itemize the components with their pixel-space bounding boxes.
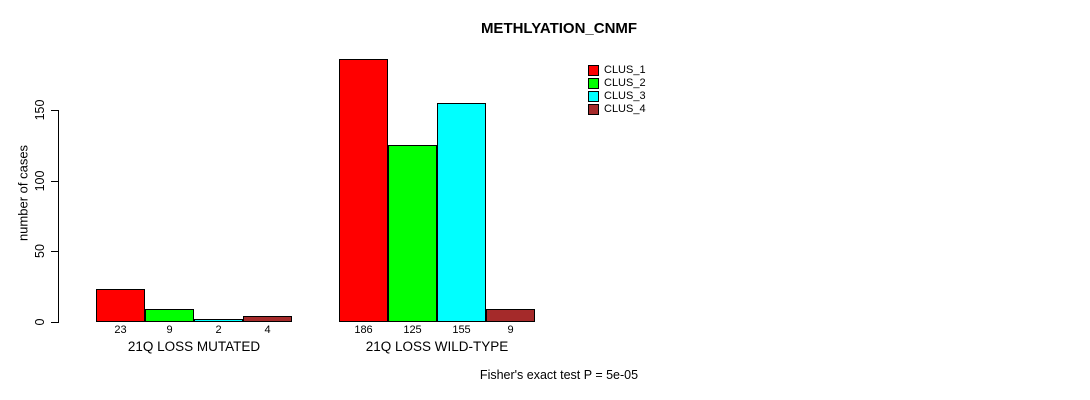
bar-value-label: 125 (403, 324, 422, 336)
bar-clus_3 (437, 103, 486, 322)
legend-item: CLUS_1 (588, 64, 646, 77)
bar-clus_3 (194, 319, 243, 322)
bar-clus_2 (388, 145, 437, 322)
x-category-label: 21Q LOSS MUTATED (127, 339, 261, 354)
y-axis-tick (51, 180, 58, 182)
y-tick-label: 150 (33, 99, 47, 121)
y-tick-label: 50 (33, 244, 47, 259)
legend-swatch-clus_2 (588, 78, 599, 89)
y-axis-tick (51, 322, 58, 323)
bar-value-label: 155 (452, 324, 471, 336)
bar-value-label: 9 (507, 324, 514, 336)
legend-label: CLUS_4 (604, 103, 646, 115)
bar-value-label: 23 (114, 324, 127, 336)
legend-label: CLUS_3 (604, 90, 646, 102)
legend-item: CLUS_4 (588, 103, 646, 116)
legend-swatch-clus_3 (588, 91, 599, 102)
legend-swatch-clus_1 (588, 65, 599, 76)
y-tick-label: 0 (33, 318, 47, 326)
legend-swatch-clus_4 (588, 104, 599, 115)
legend-item: CLUS_2 (588, 77, 646, 90)
y-tick-label: 100 (33, 170, 47, 192)
legend-item: CLUS_3 (588, 90, 646, 103)
bar-value-label: 186 (354, 324, 373, 336)
stat-footnote: Fisher's exact test P = 5e-05 (479, 368, 639, 382)
y-axis-tick (51, 251, 58, 253)
bar-clus_2 (145, 309, 194, 322)
legend-label: CLUS_1 (604, 64, 646, 76)
bar-value-label: 2 (215, 324, 222, 336)
bar-clus_4 (486, 309, 535, 322)
bar-clus_1 (339, 59, 388, 322)
bar-clus_4 (243, 316, 292, 322)
bar-clus_1 (96, 289, 145, 322)
bar-value-label: 4 (264, 324, 271, 336)
y-axis-line (58, 110, 59, 323)
bar-value-label: 9 (166, 324, 173, 336)
x-category-label: 21Q LOSS WILD-TYPE (365, 339, 509, 354)
legend: CLUS_1 CLUS_2 CLUS_3 CLUS_4 (588, 64, 646, 116)
chart-title: METHLYATION_CNMF (480, 20, 638, 37)
y-axis-tick (51, 110, 58, 111)
legend-label: CLUS_2 (604, 77, 646, 89)
